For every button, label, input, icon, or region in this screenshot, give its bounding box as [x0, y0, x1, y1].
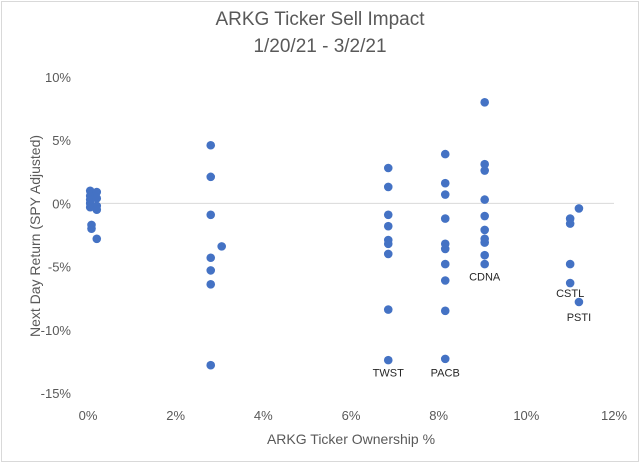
x-tick-label: 4%: [254, 408, 273, 423]
data-point: [480, 250, 489, 260]
data-point: [440, 244, 450, 254]
data-point: [383, 239, 393, 249]
data-point: [206, 266, 216, 275]
data-point: [565, 259, 575, 269]
annotation-label: CSTL: [556, 288, 584, 300]
y-tick-label: 0%: [52, 196, 71, 211]
x-tick-label: 0%: [79, 408, 98, 423]
data-point: [440, 190, 450, 199]
data-point: [92, 187, 102, 197]
annotation-label: PACB: [431, 368, 460, 380]
data-point: [440, 178, 450, 188]
data-point: [574, 204, 584, 213]
data-point: [383, 182, 393, 192]
data-points: [85, 97, 584, 370]
data-point: [440, 149, 450, 159]
data-point: [206, 253, 216, 263]
data-point: [206, 279, 216, 289]
y-tick-label: -10%: [41, 323, 72, 338]
data-point: [383, 249, 393, 259]
data-point: [480, 97, 489, 107]
data-point: [87, 224, 96, 233]
data-point: [440, 259, 450, 269]
x-tick-label: 6%: [342, 408, 361, 423]
data-point: [383, 221, 393, 231]
data-point: [92, 205, 102, 215]
data-point: [206, 210, 216, 220]
data-point: [383, 305, 393, 314]
chart-title: ARKG Ticker Sell Impact: [215, 9, 425, 30]
data-point: [206, 140, 216, 150]
data-point: [206, 360, 216, 370]
data-point: [480, 195, 489, 204]
annotation-label: PSTI: [567, 312, 591, 324]
x-tick-label: 8%: [429, 408, 448, 423]
data-point: [440, 354, 450, 364]
data-point: [565, 278, 575, 288]
annotation-label: TWST: [373, 368, 404, 380]
data-point: [440, 214, 450, 223]
data-point: [480, 259, 489, 269]
data-point: [480, 166, 489, 175]
y-axis-label: Next Day Return (SPY Adjusted): [27, 135, 43, 337]
data-point: [85, 202, 95, 212]
annotation-label: CDNA: [469, 272, 501, 284]
data-point: [440, 276, 450, 285]
y-tick-label: -15%: [41, 386, 72, 401]
data-point: [383, 355, 393, 365]
data-point: [565, 219, 575, 228]
data-point: [92, 234, 102, 244]
x-axis-label: ARKG Ticker Ownership %: [267, 431, 435, 447]
y-tick-label: 10%: [45, 70, 71, 85]
y-tick-label: -5%: [48, 260, 72, 275]
x-tick-label: 2%: [166, 408, 185, 423]
chart-subtitle: 1/20/21 - 3/2/21: [253, 36, 387, 57]
data-point: [480, 238, 489, 247]
data-point: [383, 163, 393, 173]
data-point: [383, 210, 393, 220]
y-tick-label: 5%: [52, 133, 71, 148]
data-point: [574, 297, 584, 307]
y-axis-ticks: 10% 5% 0% -5% -10% -15%: [41, 70, 72, 401]
point-annotations: TWST PACB CDNA CSTL PSTI: [373, 272, 591, 380]
x-tick-label: 12%: [601, 408, 627, 423]
data-point: [440, 306, 450, 316]
data-point: [217, 242, 226, 251]
data-point: [206, 172, 216, 182]
data-point: [480, 225, 489, 235]
data-point: [480, 211, 489, 221]
data-point: [480, 159, 489, 169]
x-axis-ticks: 0% 2% 4% 6% 8% 10% 12%: [79, 408, 628, 423]
x-tick-label: 10%: [513, 408, 539, 423]
data-point: [92, 194, 102, 203]
